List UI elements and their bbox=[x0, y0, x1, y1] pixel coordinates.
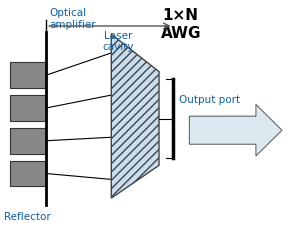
Bar bbox=[10, 95, 46, 121]
Text: Laser
cavity: Laser cavity bbox=[103, 31, 134, 52]
Text: Output port: Output port bbox=[179, 95, 240, 105]
Polygon shape bbox=[190, 105, 282, 156]
Text: Reflector: Reflector bbox=[4, 212, 51, 222]
Bar bbox=[10, 128, 46, 154]
Text: Optical
amplifier: Optical amplifier bbox=[49, 9, 96, 30]
Polygon shape bbox=[111, 34, 159, 198]
Text: 1×N
AWG: 1×N AWG bbox=[161, 9, 201, 41]
Bar bbox=[10, 161, 46, 187]
Bar bbox=[10, 62, 46, 88]
